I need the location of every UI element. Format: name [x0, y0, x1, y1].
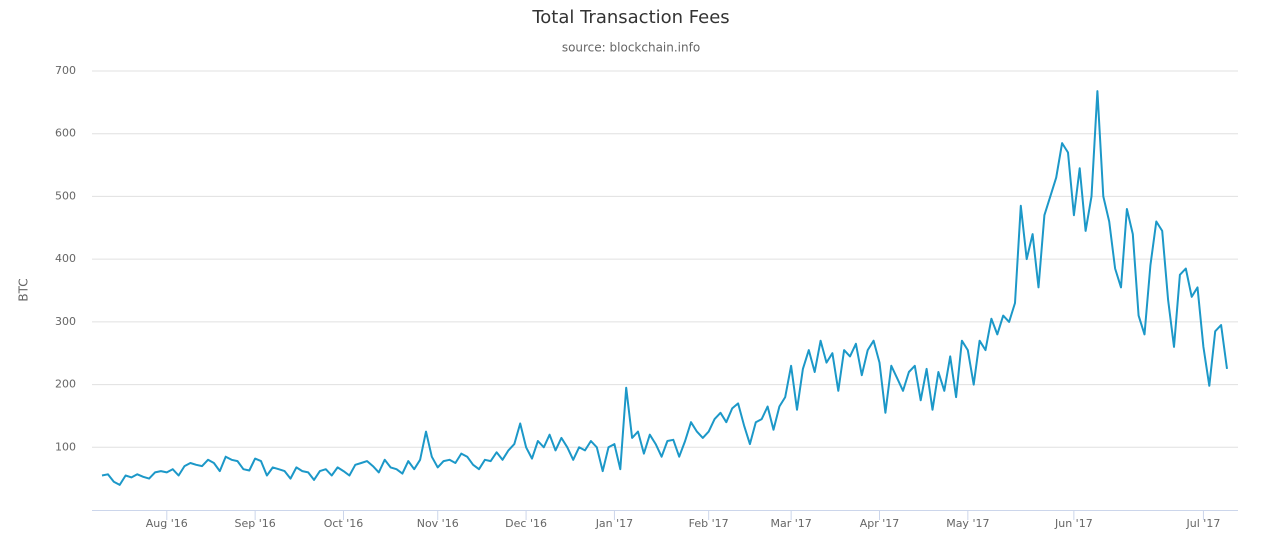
x-tick-label: Aug '16 — [146, 517, 188, 530]
x-tick-label: Sep '16 — [235, 517, 276, 530]
x-tick-label: Jul '17 — [1186, 517, 1221, 530]
chart-title: Total Transaction Fees — [531, 7, 729, 28]
y-axis-title: BTC — [17, 278, 31, 301]
y-tick-label: 500 — [55, 189, 76, 202]
y-tick-label: 300 — [55, 315, 76, 328]
x-tick-label: Dec '16 — [505, 517, 547, 530]
y-tick-label: 400 — [55, 252, 76, 265]
y-tick-label: 700 — [55, 64, 76, 77]
x-tick-label: Feb '17 — [689, 517, 729, 530]
x-tick-label: Jan '17 — [595, 517, 633, 530]
data-line — [101, 90, 1228, 486]
x-tick-label: Jun '17 — [1054, 517, 1093, 530]
y-tick-label: 100 — [55, 440, 76, 453]
y-tick-label: 600 — [55, 127, 76, 140]
y-tick-label: 200 — [55, 378, 76, 391]
x-tick-label: Nov '16 — [417, 517, 459, 530]
x-tick-label: Apr '17 — [860, 517, 900, 530]
x-tick-label: Mar '17 — [770, 517, 811, 530]
chart-subtitle: source: blockchain.info — [562, 41, 700, 55]
x-tick-label: Oct '16 — [324, 517, 364, 530]
x-tick-label: May '17 — [946, 517, 989, 530]
